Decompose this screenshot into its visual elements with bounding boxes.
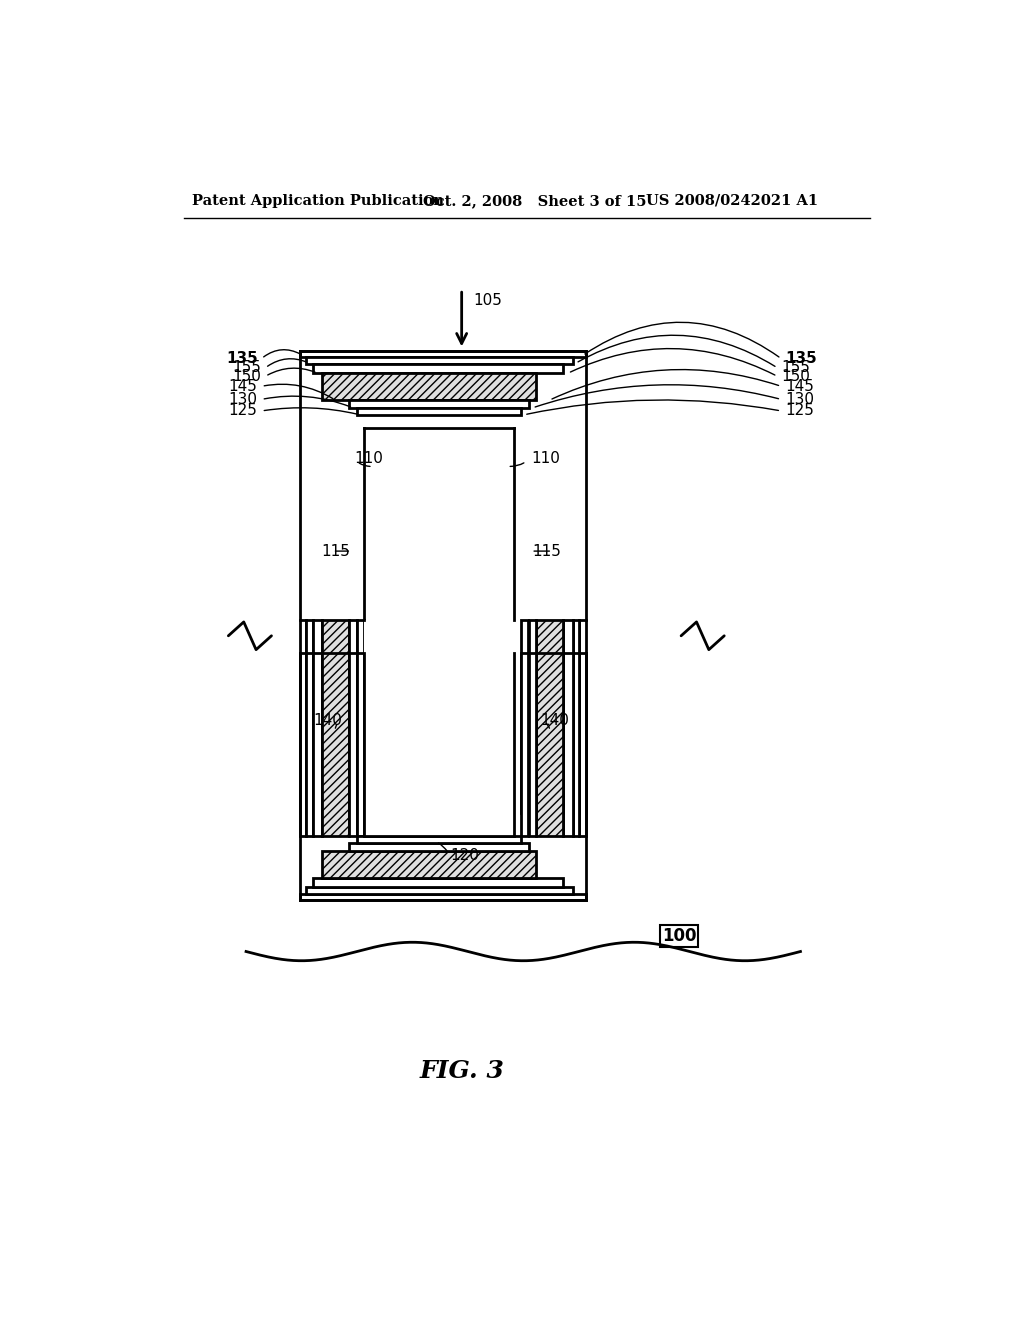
Bar — [313, 364, 563, 374]
Bar — [323, 374, 537, 400]
Text: 135: 135 — [785, 351, 817, 366]
Text: 120: 120 — [451, 847, 479, 863]
Bar — [364, 620, 514, 813]
Bar — [357, 620, 364, 813]
Bar — [306, 887, 572, 894]
Bar — [521, 653, 528, 836]
Bar — [323, 653, 349, 836]
Text: 145: 145 — [228, 379, 258, 393]
Bar — [364, 653, 514, 836]
Text: 155: 155 — [781, 360, 810, 375]
Bar — [537, 653, 563, 836]
Bar — [537, 620, 563, 813]
Text: 100: 100 — [662, 927, 696, 945]
Bar — [580, 620, 586, 813]
Bar — [563, 620, 572, 813]
Bar — [323, 620, 349, 813]
Text: 115: 115 — [322, 544, 350, 558]
Text: 110: 110 — [531, 451, 560, 466]
Text: 130: 130 — [785, 392, 814, 407]
Text: 140: 140 — [313, 713, 342, 729]
Bar — [306, 358, 572, 364]
Bar — [563, 653, 572, 836]
Text: Patent Application Publication: Patent Application Publication — [193, 194, 444, 207]
Bar — [572, 653, 580, 836]
Bar — [357, 836, 521, 843]
Bar — [528, 620, 537, 813]
Bar — [357, 408, 521, 414]
Text: 150: 150 — [781, 368, 810, 384]
Bar — [300, 894, 586, 900]
Text: 130: 130 — [228, 392, 258, 407]
Text: Oct. 2, 2008   Sheet 3 of 15: Oct. 2, 2008 Sheet 3 of 15 — [423, 194, 647, 207]
Text: 125: 125 — [785, 404, 814, 418]
Bar — [349, 620, 357, 813]
Bar — [349, 653, 357, 836]
Text: 110: 110 — [354, 451, 383, 466]
Bar — [306, 620, 313, 813]
Text: 155: 155 — [232, 360, 261, 375]
Bar — [313, 878, 563, 887]
Bar — [313, 653, 323, 836]
Text: 105: 105 — [473, 293, 502, 309]
Text: 145: 145 — [785, 379, 814, 393]
Text: US 2008/0242021 A1: US 2008/0242021 A1 — [646, 194, 818, 207]
Bar — [580, 653, 586, 836]
Text: 115: 115 — [532, 544, 561, 558]
Bar — [300, 653, 306, 836]
Bar — [521, 620, 528, 813]
Text: 150: 150 — [232, 368, 261, 384]
Bar — [300, 351, 586, 358]
Bar — [313, 620, 323, 813]
Bar — [323, 850, 537, 878]
Bar — [306, 653, 313, 836]
Text: FIG. 3: FIG. 3 — [419, 1059, 504, 1082]
Bar — [349, 843, 528, 850]
Bar — [349, 400, 528, 408]
Bar — [528, 653, 537, 836]
Text: 125: 125 — [228, 404, 258, 418]
Text: 140: 140 — [541, 713, 569, 729]
Bar — [300, 620, 306, 813]
Text: 135: 135 — [226, 351, 258, 366]
Bar — [357, 653, 364, 836]
Bar — [572, 620, 580, 813]
